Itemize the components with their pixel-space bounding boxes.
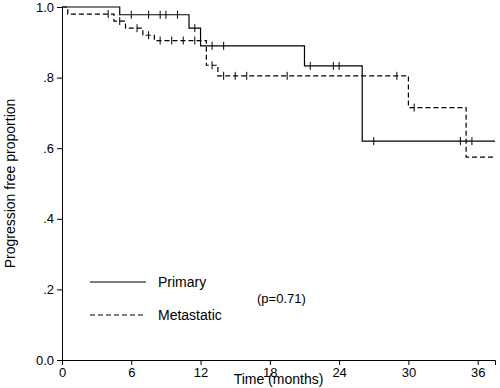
y-tick: .6 xyxy=(43,141,62,156)
y-tick-label: .6 xyxy=(43,141,54,156)
censor-mark xyxy=(223,72,224,80)
censor-mark xyxy=(160,11,161,19)
censor-mark xyxy=(183,37,184,45)
censor-mark xyxy=(414,104,415,112)
legend-swatch xyxy=(90,314,146,315)
x-axis-title: Time (months) xyxy=(234,371,324,387)
censor-mark xyxy=(148,11,149,19)
legend-label: Primary xyxy=(158,274,206,290)
step-line xyxy=(62,7,495,141)
censor-mark xyxy=(235,72,236,80)
censor-mark xyxy=(471,137,472,145)
y-axis-line xyxy=(57,8,63,361)
y-tick-mark xyxy=(57,289,62,290)
censor-mark xyxy=(148,31,149,39)
y-tick: .4 xyxy=(43,211,62,226)
y-tick-label: .4 xyxy=(43,211,54,226)
y-tick: .8 xyxy=(43,70,62,85)
censor-mark xyxy=(373,137,374,145)
x-tick: 36 xyxy=(471,360,485,380)
y-axis-title: Progression free proportion xyxy=(2,99,18,269)
legend: Primary Metastatic xyxy=(90,274,222,323)
y-tick-label: 0.0 xyxy=(36,353,54,368)
annotation: (p=0.71) xyxy=(257,291,306,306)
censor-mark xyxy=(212,61,213,69)
censor-mark xyxy=(212,42,213,50)
data-area xyxy=(62,7,495,157)
x-tick-label: 30 xyxy=(402,365,416,380)
censor-mark xyxy=(165,11,166,19)
x-tick-label: 36 xyxy=(471,365,485,380)
censor-mark xyxy=(339,62,340,70)
censor-mark xyxy=(194,37,195,45)
censor-mark xyxy=(171,37,172,45)
censor-mark xyxy=(131,11,132,19)
chart: 0612182430360.0.2.4.6.81.0PrimaryMetasta… xyxy=(0,0,500,388)
x-tick: 6 xyxy=(128,360,135,380)
censor-mark xyxy=(246,72,247,80)
legend-label: Metastatic xyxy=(158,307,222,323)
y-tick-label: .8 xyxy=(43,70,54,85)
x-tick: 30 xyxy=(402,360,416,380)
y-tick-mark xyxy=(57,219,62,220)
x-tick: 24 xyxy=(332,360,346,380)
censor-mark xyxy=(223,42,224,50)
y-tick-label: .2 xyxy=(43,282,54,297)
y-tick-mark xyxy=(57,7,62,8)
x-tick: 0 xyxy=(59,360,66,380)
plot: 0612182430360.0.2.4.6.81.0PrimaryMetasta… xyxy=(36,0,496,380)
censor-mark xyxy=(108,10,109,18)
y-tick: 0.0 xyxy=(36,353,62,368)
x-tick-label: 6 xyxy=(128,365,135,380)
censor-mark xyxy=(396,72,397,80)
y-tick-mark xyxy=(57,78,62,79)
legend-swatch xyxy=(90,281,146,282)
x-tick-label: 12 xyxy=(194,365,208,380)
x-tick-label: 0 xyxy=(59,365,66,380)
censor-mark xyxy=(194,24,195,32)
y-tick-mark xyxy=(57,148,62,149)
y-tick-mark xyxy=(57,360,62,361)
censor-mark xyxy=(119,17,120,25)
y-axis: 0.0 .2 .4 .6 .8 1.0 xyxy=(36,0,63,368)
y-tick: 1.0 xyxy=(36,0,62,15)
censor-mark xyxy=(287,72,288,80)
censor-mark xyxy=(310,62,311,70)
x-tick: 12 xyxy=(194,360,208,380)
censor-mark xyxy=(460,137,461,145)
y-tick: .2 xyxy=(43,282,62,297)
censor-mark xyxy=(160,37,161,45)
y-tick-label: 1.0 xyxy=(36,0,54,15)
step-line xyxy=(62,7,495,157)
censor-mark xyxy=(333,62,334,70)
censor-mark xyxy=(137,24,138,32)
x-tick-label: 24 xyxy=(332,365,346,380)
censor-mark xyxy=(177,11,178,19)
